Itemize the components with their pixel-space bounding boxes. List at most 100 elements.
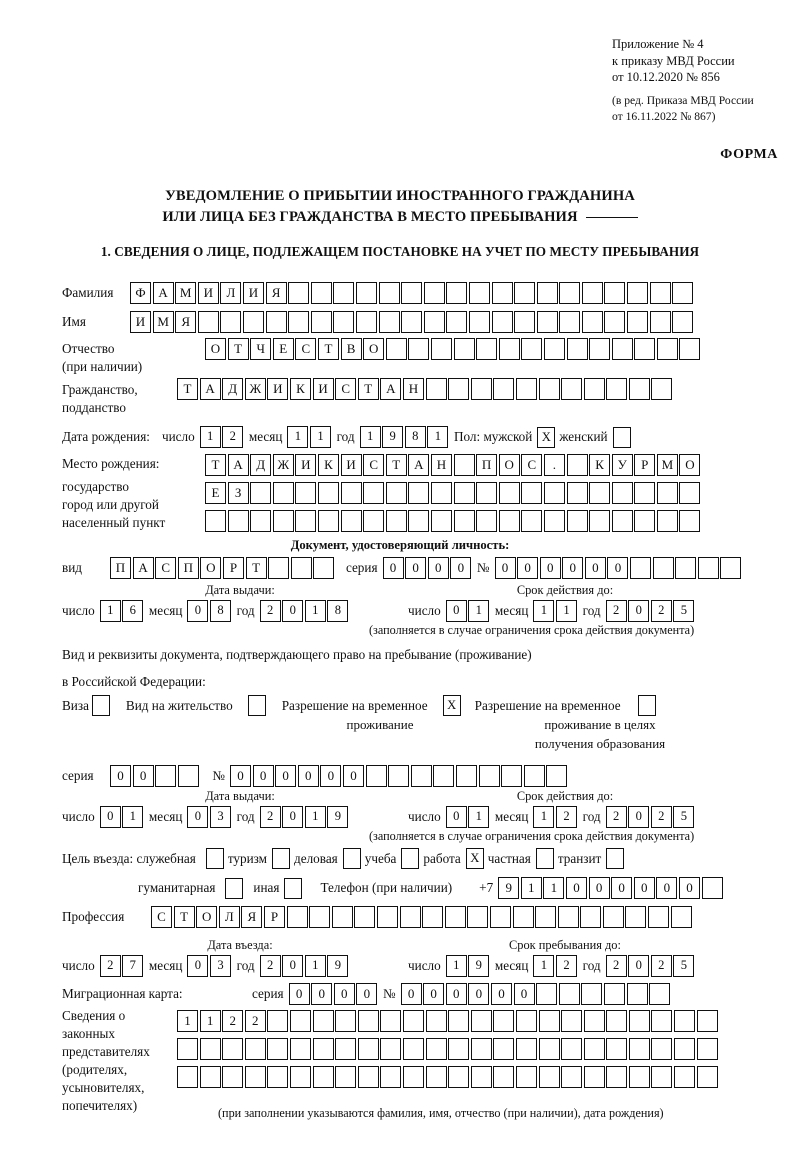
char-cell[interactable]: И (267, 378, 289, 400)
char-cell[interactable] (286, 906, 308, 928)
char-cell[interactable]: 0 (517, 557, 539, 579)
digit-cell[interactable]: 2 (222, 426, 244, 448)
char-cell[interactable]: Л (218, 906, 240, 928)
char-cell[interactable]: 0 (468, 983, 490, 1005)
char-cell[interactable]: 0 (494, 557, 516, 579)
char-cell[interactable]: А (152, 282, 174, 304)
digit-cell[interactable]: 1 (287, 426, 309, 448)
char-cell[interactable] (696, 1010, 718, 1032)
char-cell[interactable] (536, 282, 558, 304)
char-cell[interactable]: 0 (450, 557, 472, 579)
char-cell[interactable] (498, 482, 520, 504)
char-cell[interactable]: 0 (588, 877, 610, 899)
char-cell[interactable] (672, 311, 694, 333)
char-cell[interactable] (363, 510, 385, 532)
char-cell[interactable] (604, 282, 626, 304)
char-cell[interactable]: С (363, 454, 385, 476)
digit-cell[interactable]: 1 (556, 600, 578, 622)
digit-cell[interactable]: 7 (122, 955, 144, 977)
char-cell[interactable] (543, 482, 565, 504)
char-cell[interactable]: 0 (342, 765, 364, 787)
char-cell[interactable] (205, 510, 226, 532)
char-cell[interactable] (559, 311, 581, 333)
char-cell[interactable] (561, 1038, 583, 1060)
char-cell[interactable] (423, 311, 445, 333)
digit-cell[interactable]: 1 (468, 806, 490, 828)
char-cell[interactable]: Т (385, 454, 407, 476)
digit-cell[interactable]: 1 (304, 600, 326, 622)
digit-cell[interactable]: 1 (533, 955, 555, 977)
char-cell[interactable] (357, 1066, 379, 1088)
char-cell[interactable] (675, 557, 697, 579)
char-cell[interactable] (242, 311, 264, 333)
char-cell[interactable] (538, 1038, 560, 1060)
digit-cell[interactable]: 0 (99, 806, 121, 828)
char-cell[interactable] (628, 1010, 650, 1032)
char-cell[interactable] (583, 1010, 605, 1032)
char-cell[interactable]: И (312, 378, 334, 400)
char-cell[interactable] (696, 1038, 718, 1060)
char-cell[interactable] (468, 311, 490, 333)
char-cell[interactable] (288, 282, 310, 304)
char-cell[interactable] (455, 765, 477, 787)
char-cell[interactable]: А (380, 378, 402, 400)
char-cell[interactable] (355, 282, 377, 304)
digit-cell[interactable]: 1 (304, 806, 326, 828)
char-cell[interactable] (227, 510, 249, 532)
char-cell[interactable] (448, 1010, 470, 1032)
char-cell[interactable] (498, 510, 520, 532)
char-cell[interactable] (679, 510, 701, 532)
char-cell[interactable]: 0 (584, 557, 606, 579)
char-cell[interactable] (589, 482, 611, 504)
char-cell[interactable] (696, 1066, 718, 1088)
digit-cell[interactable]: 2 (259, 600, 281, 622)
digit-cell[interactable]: 3 (210, 806, 232, 828)
temp-residence-edu-checkbox[interactable] (637, 695, 656, 716)
purpose-business-checkbox[interactable] (342, 848, 361, 869)
digit-cell[interactable]: 1 (533, 806, 555, 828)
char-cell[interactable] (380, 1066, 402, 1088)
char-cell[interactable] (603, 983, 625, 1005)
char-cell[interactable] (491, 311, 513, 333)
digit-cell[interactable]: 0 (187, 955, 209, 977)
char-cell[interactable]: М (175, 282, 197, 304)
char-cell[interactable] (651, 378, 673, 400)
char-cell[interactable]: И (340, 454, 362, 476)
char-cell[interactable]: Ж (244, 378, 266, 400)
char-cell[interactable]: С (295, 338, 317, 360)
purpose-humanitarian-checkbox[interactable] (225, 877, 244, 899)
digit-cell[interactable]: 2 (259, 955, 281, 977)
char-cell[interactable] (670, 906, 692, 928)
purpose-work-checkbox[interactable]: X (465, 848, 484, 869)
char-cell[interactable]: 0 (229, 765, 251, 787)
char-cell[interactable]: 1 (520, 877, 542, 899)
char-cell[interactable] (425, 1010, 447, 1032)
char-cell[interactable] (430, 338, 452, 360)
char-cell[interactable] (430, 510, 452, 532)
char-cell[interactable] (385, 482, 407, 504)
digit-cell[interactable]: 8 (404, 426, 426, 448)
char-cell[interactable] (493, 378, 515, 400)
char-cell[interactable]: 0 (132, 765, 154, 787)
digit-cell[interactable]: 0 (628, 955, 650, 977)
digit-cell[interactable]: 0 (628, 600, 650, 622)
char-cell[interactable]: К (589, 454, 611, 476)
char-cell[interactable] (378, 311, 400, 333)
digit-cell[interactable]: 2 (650, 955, 672, 977)
char-cell[interactable] (628, 1038, 650, 1060)
char-cell[interactable] (402, 1010, 424, 1032)
char-cell[interactable] (521, 338, 543, 360)
char-cell[interactable] (470, 1038, 492, 1060)
char-cell[interactable]: 0 (656, 877, 678, 899)
char-cell[interactable]: Р (222, 557, 244, 579)
char-cell[interactable] (652, 557, 674, 579)
char-cell[interactable]: 0 (356, 983, 378, 1005)
